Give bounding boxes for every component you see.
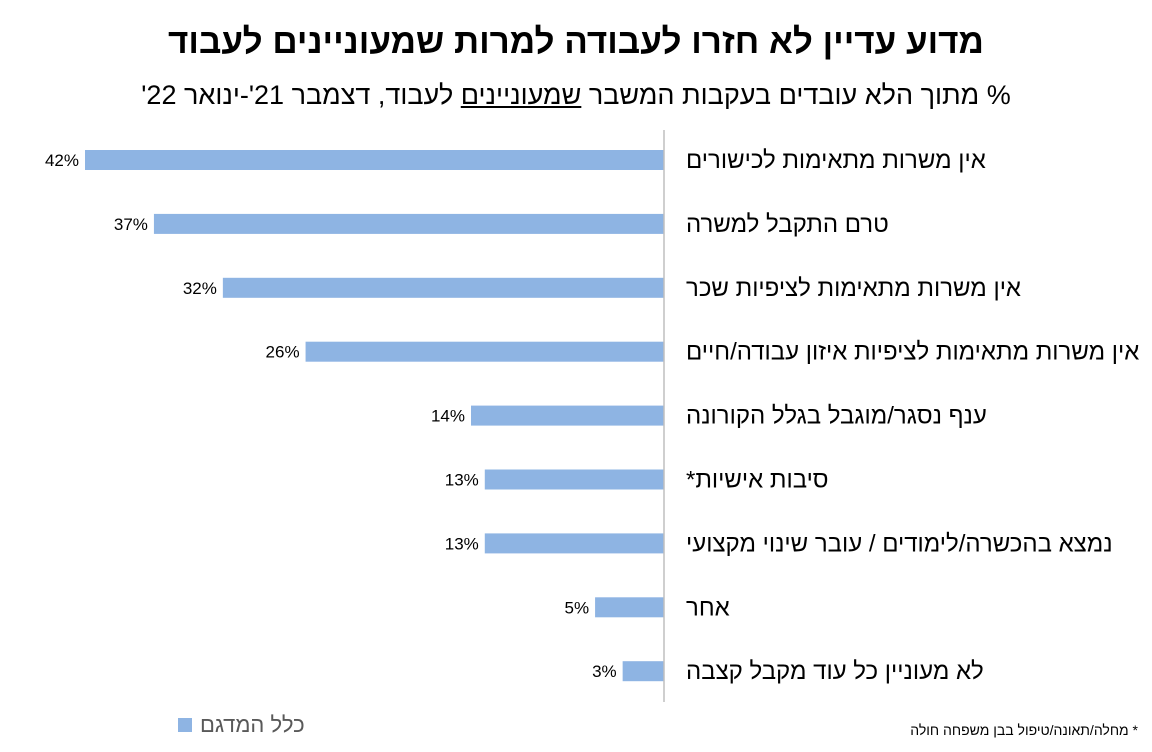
category-label-8: אחר [686, 594, 730, 621]
bars-group: 42% אין משרות מתאימות לכישורים 37% טרם התקב… [45, 147, 1139, 685]
footnote: * מחלה/תאונה/טיפול בבן משפחה חולה [910, 722, 1138, 738]
bar-6 [484, 469, 664, 490]
bar-2 [153, 213, 664, 234]
value-label-3: 32% [183, 279, 217, 298]
bar-7 [484, 533, 664, 554]
legend: כלל המדגם [178, 712, 305, 738]
value-label-5: 14% [431, 407, 465, 426]
bar-8 [595, 597, 664, 618]
category-label-9: לא מעוניין כל עוד מקבל קצבה [686, 658, 984, 685]
category-label-5: ענף נסגר/מוגבל בגלל הקורונה [686, 403, 987, 430]
chart-title: מדוע עדיין לא חזרו לעבודה למרות שמעוניינ… [168, 22, 984, 61]
category-label-7: נמצא בהכשרה/לימודים / עובר שינוי מקצועי [686, 530, 1113, 557]
category-label-1: אין משרות מתאימות לכישורים [686, 147, 986, 174]
category-label-2: טרם התקבל למשרה [686, 211, 889, 238]
value-label-2: 37% [114, 215, 148, 234]
bar-5 [471, 405, 664, 426]
legend-label: כלל המדגם [200, 712, 305, 737]
bar-4 [305, 341, 664, 362]
bar-3 [222, 277, 664, 298]
value-label-6: 13% [445, 471, 479, 490]
subtitle-prefix: % מתוך הלא עובדים בעקבות המשבר [581, 80, 1011, 110]
subtitle-underlined: שמעוניינים [460, 80, 582, 110]
value-label-8: 5% [564, 598, 589, 617]
category-label-3: אין משרות מתאימות לציפיות שכר [686, 275, 1021, 302]
chart-subtitle: % מתוך הלא עובדים בעקבות המשבר שמעונייני… [0, 80, 1152, 111]
bar-1 [85, 150, 664, 170]
category-label-4: אין משרות מתאימות לציפיות איזון עבודה/חי… [686, 339, 1139, 366]
subtitle-suffix: לעבוד, דצמבר 21'-ינואר 22' [141, 80, 461, 110]
value-label-1: 42% [45, 151, 79, 170]
legend-swatch [178, 718, 192, 732]
value-label-4: 26% [266, 343, 300, 362]
value-label-9: 3% [592, 662, 617, 681]
value-label-7: 13% [445, 534, 479, 553]
bar-9 [622, 661, 664, 682]
category-label-6: סיבות אישיות* [686, 467, 829, 494]
